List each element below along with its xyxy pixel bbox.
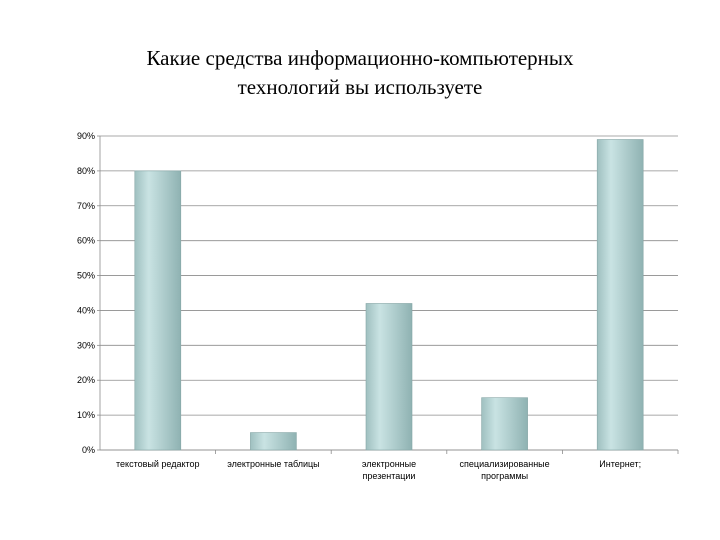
y-tick-label: 40% (77, 305, 95, 315)
chart-title-line-1: Какие средства информационно-компьютерны… (146, 46, 574, 70)
bars (134, 139, 644, 451)
x-category-label: презентации (363, 471, 416, 481)
bar (250, 432, 297, 451)
y-tick-label: 90% (77, 131, 95, 141)
x-category-label: Интернет; (599, 459, 641, 469)
y-tick-label: 70% (77, 201, 95, 211)
y-tick-label: 0% (82, 445, 95, 455)
y-tick-label: 50% (77, 271, 95, 281)
bar (481, 397, 528, 451)
y-tick-label: 30% (77, 340, 95, 350)
x-category-label: специализированные (460, 459, 550, 469)
chart-title-line-2: технологий вы используете (237, 75, 483, 99)
y-tick-label: 20% (77, 375, 95, 385)
x-category-label: электронные таблицы (227, 459, 319, 469)
y-tick-label: 60% (77, 236, 95, 246)
bar (134, 170, 182, 451)
y-tick-label: 10% (77, 410, 95, 420)
bar (596, 139, 644, 451)
bar (365, 303, 413, 451)
x-category-label: электронные (362, 459, 416, 469)
x-category-label: программы (481, 471, 528, 481)
x-category-label: текстовый редактор (116, 459, 200, 469)
y-tick-label: 80% (77, 166, 95, 176)
axis-labels: 0% 10% 20% 30% 40% 50% 60% 70% 80% 90% текстовый р… (77, 131, 641, 481)
chart-title: Какие средства информационно-компьютерны… (0, 44, 720, 102)
